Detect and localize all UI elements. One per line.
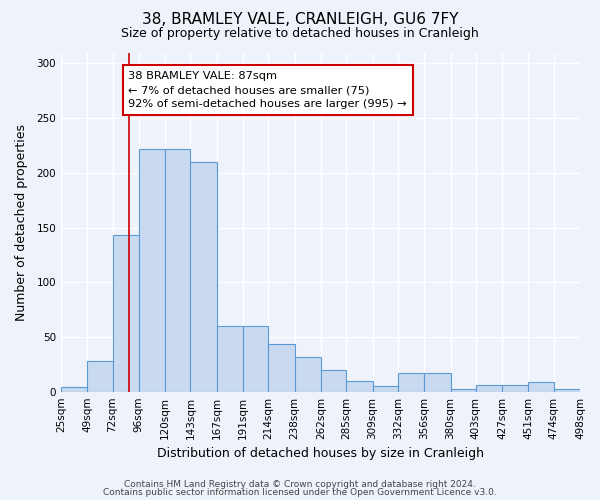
Bar bbox=[87, 361, 113, 392]
Y-axis label: Number of detached properties: Number of detached properties bbox=[15, 124, 28, 320]
Bar bbox=[476, 385, 502, 392]
Bar bbox=[529, 382, 554, 392]
Text: 38 BRAMLEY VALE: 87sqm
← 7% of detached houses are smaller (75)
92% of semi-deta: 38 BRAMLEY VALE: 87sqm ← 7% of detached … bbox=[128, 71, 407, 109]
X-axis label: Distribution of detached houses by size in Cranleigh: Distribution of detached houses by size … bbox=[157, 447, 484, 460]
Bar bbox=[398, 373, 424, 392]
Bar bbox=[373, 386, 398, 392]
Bar bbox=[217, 326, 243, 392]
Bar bbox=[243, 326, 268, 392]
Bar bbox=[139, 149, 165, 392]
Bar bbox=[424, 373, 451, 392]
Bar bbox=[321, 370, 346, 392]
Bar bbox=[502, 385, 529, 392]
Text: 38, BRAMLEY VALE, CRANLEIGH, GU6 7FY: 38, BRAMLEY VALE, CRANLEIGH, GU6 7FY bbox=[142, 12, 458, 28]
Bar bbox=[165, 149, 190, 392]
Text: Contains public sector information licensed under the Open Government Licence v3: Contains public sector information licen… bbox=[103, 488, 497, 497]
Bar bbox=[268, 344, 295, 392]
Bar bbox=[190, 162, 217, 392]
Bar bbox=[346, 380, 373, 392]
Bar bbox=[61, 388, 87, 392]
Text: Size of property relative to detached houses in Cranleigh: Size of property relative to detached ho… bbox=[121, 28, 479, 40]
Bar bbox=[554, 390, 580, 392]
Bar bbox=[451, 390, 476, 392]
Bar bbox=[113, 235, 139, 392]
Text: Contains HM Land Registry data © Crown copyright and database right 2024.: Contains HM Land Registry data © Crown c… bbox=[124, 480, 476, 489]
Bar bbox=[295, 356, 321, 392]
